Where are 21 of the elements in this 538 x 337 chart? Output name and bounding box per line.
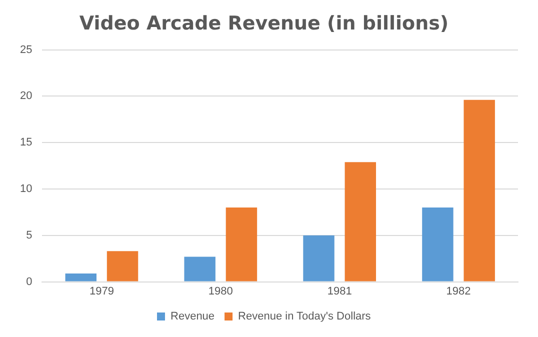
y-tick-label: 20: [20, 90, 32, 102]
x-tick-label: 1979: [89, 285, 114, 298]
x-tick-label: 1981: [327, 285, 352, 298]
bar: [106, 251, 138, 282]
x-tick-label: 1982: [446, 285, 471, 298]
bar: [464, 100, 495, 282]
y-tick-label: 0: [26, 276, 32, 288]
y-tick-label: 5: [26, 229, 32, 242]
y-tick-label: 10: [20, 183, 32, 196]
bar: [303, 235, 334, 282]
y-tick-label: 25: [20, 44, 32, 56]
chart-title: Video Arcade Revenue (in billions): [79, 12, 449, 34]
bar: [422, 208, 454, 282]
x-tick-label: 1980: [208, 285, 233, 298]
legend-label: Revenue: [170, 310, 215, 323]
bar: [344, 162, 376, 282]
bar: [65, 273, 97, 282]
bar: [184, 256, 216, 282]
y-tick-label: 15: [20, 136, 32, 149]
bar: [226, 208, 258, 282]
legend-label: Revenue in Today's Dollars: [238, 310, 372, 323]
